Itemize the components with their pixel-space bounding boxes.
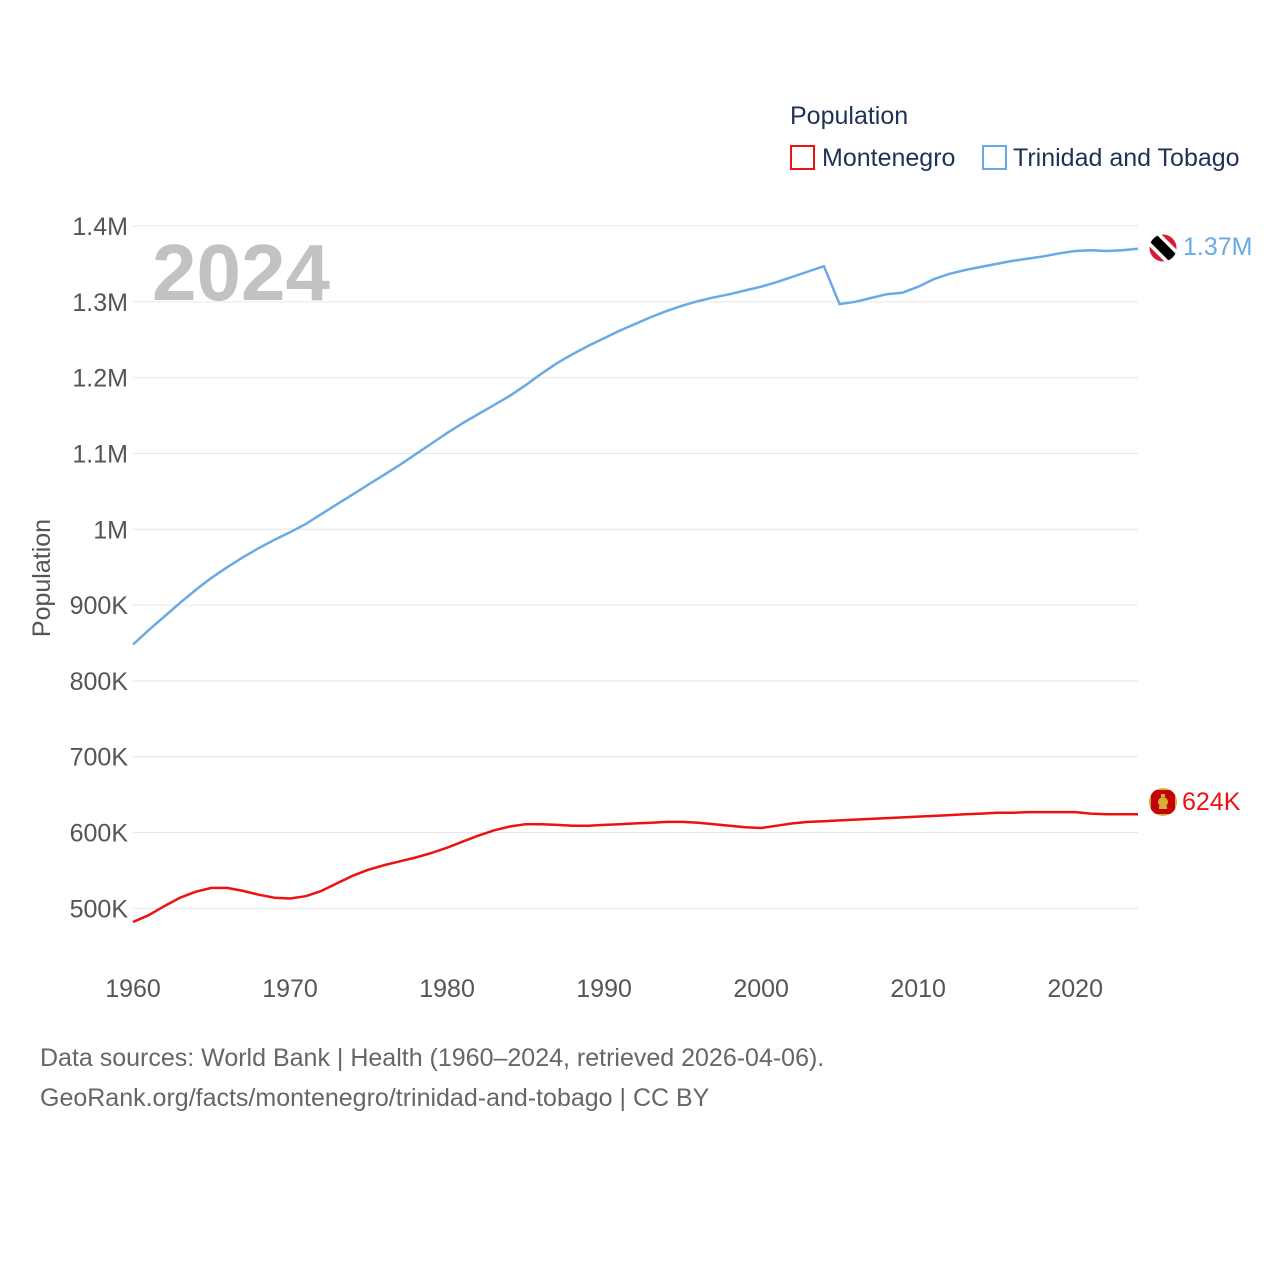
series-line-montenegro [132,810,1138,924]
legend: Population Montenegro Trinidad and Tobag… [790,102,1240,172]
footer-attribution-link[interactable]: GeoRank.org/facts/montenegro/trinidad-an… [40,1084,710,1112]
x-tick-label: 1960 [105,975,161,1003]
y-axis-label: Population [28,519,56,637]
x-tick-label: 2000 [733,975,789,1003]
y-tick-label: 1.3M [72,289,128,317]
x-tick-label: 2010 [890,975,946,1003]
x-tick-label: 1980 [419,975,475,1003]
legend-swatch-trinidad-and-tobago [982,145,1007,170]
y-tick-label: 1.1M [72,440,128,468]
legend-swatch-montenegro [790,145,815,170]
x-tick-label: 1970 [262,975,318,1003]
legend-title: Population [790,102,908,130]
y-tick-label: 600K [70,820,129,848]
year-watermark: 2024 [152,228,330,317]
y-tick-label: 1.4M [72,213,128,241]
y-tick-label: 1M [93,516,128,544]
y-tick-label: 500K [70,895,129,923]
y-tick-label: 1.2M [72,365,128,393]
trinidad-flag-ring [1148,233,1178,263]
trinidad-and-tobago-end-label: 1.37M [1183,233,1252,261]
x-axis-ticks: 1960 1970 1980 1990 2000 2010 2020 [105,975,1103,1003]
legend-item-montenegro[interactable]: Montenegro [790,144,955,172]
series-line-trinidad-and-tobago [132,247,1139,646]
x-tick-label: 2020 [1047,975,1103,1003]
x-tick-label: 1990 [576,975,632,1003]
y-tick-label: 800K [70,668,129,696]
trinidad-and-tobago-flag-icon [1149,234,1177,262]
series-lines [132,247,1139,924]
footer-sources: Data sources: World Bank | Health (1960–… [40,1044,825,1072]
montenegro-flag-icon [1149,788,1177,816]
gridlines [133,225,1138,909]
montenegro-end-label: 624K [1182,788,1241,816]
y-axis-ticks: 500K 600K 700K 800K 900K 1M 1.1M 1.2M 1.3M 1.4M [70,213,129,923]
y-tick-label: 900K [70,592,129,620]
legend-label-trinidad-and-tobago: Trinidad and Tobago [1013,144,1240,172]
legend-item-trinidad-and-tobago[interactable]: Trinidad and Tobago [982,144,1240,172]
legend-label-montenegro: Montenegro [822,144,955,172]
y-tick-label: 700K [70,744,129,772]
